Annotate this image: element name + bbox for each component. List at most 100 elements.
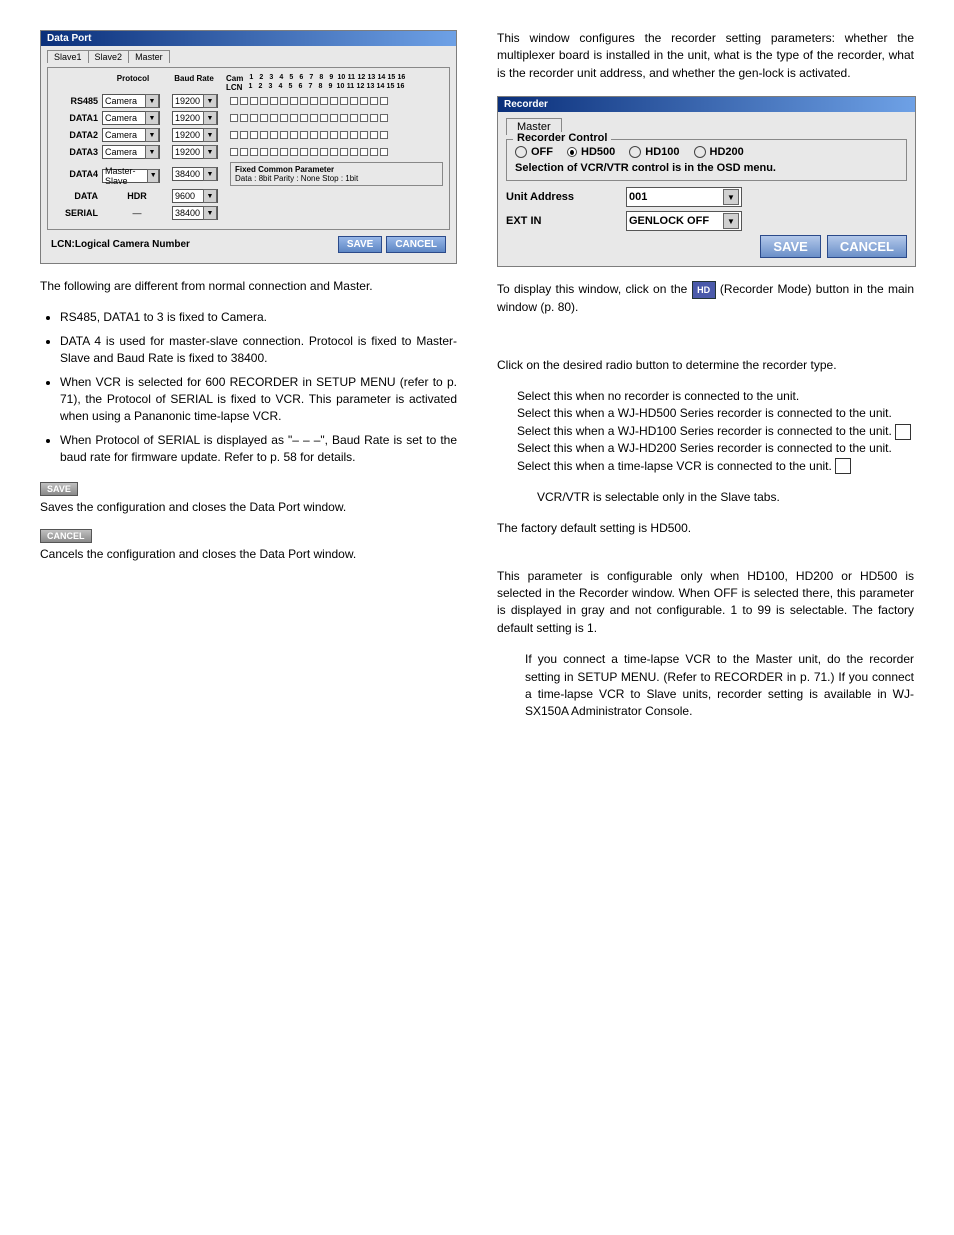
lcn-checkbox[interactable] xyxy=(370,148,378,156)
extin-value: GENLOCK OFF xyxy=(629,215,709,227)
lcn-checkbox[interactable] xyxy=(360,131,368,139)
lcn-checkbox[interactable] xyxy=(280,97,288,105)
lcn-checkbox[interactable] xyxy=(240,148,248,156)
unit-address-select[interactable]: 001 ▼ xyxy=(626,187,742,207)
lcn-checkbox[interactable] xyxy=(290,131,298,139)
lcn-checkbox[interactable] xyxy=(260,148,268,156)
protocol-select[interactable]: Camera▼ xyxy=(102,94,160,108)
lcn-checkbox[interactable] xyxy=(380,148,388,156)
lcn-checkbox[interactable] xyxy=(360,148,368,156)
lcn-checkbox[interactable] xyxy=(290,97,298,105)
lcn-checkbox[interactable] xyxy=(230,131,238,139)
lcn-checkbox[interactable] xyxy=(280,114,288,122)
lcn-checkbox[interactable] xyxy=(340,97,348,105)
recorder-cancel-button[interactable]: CANCEL xyxy=(827,235,907,258)
protocol-select[interactable]: Master-Slave▼ xyxy=(102,169,160,183)
unit-address-label: Unit Address xyxy=(506,191,626,203)
chevron-down-icon: ▼ xyxy=(145,94,159,108)
lcn-checkbox[interactable] xyxy=(360,114,368,122)
lcn-checkbox[interactable] xyxy=(300,148,308,156)
lcn-checkbox[interactable] xyxy=(260,131,268,139)
lcn-checkbox[interactable] xyxy=(320,114,328,122)
lcn-checkbox[interactable] xyxy=(330,97,338,105)
lcn-checkbox[interactable] xyxy=(250,114,258,122)
dp-save-button[interactable]: SAVE xyxy=(338,236,383,253)
lcn-checkbox[interactable] xyxy=(370,131,378,139)
lcn-checkbox[interactable] xyxy=(310,148,318,156)
lcn-checkbox[interactable] xyxy=(270,148,278,156)
lcn-checkbox[interactable] xyxy=(270,114,278,122)
lcn-checkbox[interactable] xyxy=(260,114,268,122)
lcn-checkbox[interactable] xyxy=(340,131,348,139)
lcn-checkbox[interactable] xyxy=(240,114,248,122)
baud-select[interactable]: 19200▼ xyxy=(172,145,218,159)
lcn-checkbox[interactable] xyxy=(330,114,338,122)
lcn-checkbox[interactable] xyxy=(330,148,338,156)
tab-slave2[interactable]: Slave2 xyxy=(89,50,130,63)
lcn-checkbox[interactable] xyxy=(360,97,368,105)
lcn-checkbox[interactable] xyxy=(300,131,308,139)
lcn-checkbox[interactable] xyxy=(290,114,298,122)
lcn-checkbox[interactable] xyxy=(350,131,358,139)
lcn-checkbox[interactable] xyxy=(370,114,378,122)
lcn-checkbox[interactable] xyxy=(310,131,318,139)
lcn-checkbox[interactable] xyxy=(300,114,308,122)
lcn-checkbox[interactable] xyxy=(320,131,328,139)
lcn-checkbox[interactable] xyxy=(270,131,278,139)
unit-address-value: 001 xyxy=(629,191,647,203)
tab-slave1[interactable]: Slave1 xyxy=(47,50,89,63)
lcn-checkbox[interactable] xyxy=(230,97,238,105)
lcn-checkbox[interactable] xyxy=(350,148,358,156)
baud-select[interactable]: 9600▼ xyxy=(172,189,218,203)
lcn-checkbox[interactable] xyxy=(230,114,238,122)
lcn-checkbox[interactable] xyxy=(240,131,248,139)
radio-icon xyxy=(567,147,577,157)
lcn-checkbox[interactable] xyxy=(320,97,328,105)
lcn-checkbox[interactable] xyxy=(250,148,258,156)
lcn-checkbox[interactable] xyxy=(350,97,358,105)
baud-select[interactable]: 19200▼ xyxy=(172,111,218,125)
baud-select[interactable]: 38400▼ xyxy=(172,206,218,220)
baud-select[interactable]: 38400▼ xyxy=(172,167,218,181)
lcn-checkbox[interactable] xyxy=(380,97,388,105)
extin-select[interactable]: GENLOCK OFF ▼ xyxy=(626,211,742,231)
lcn-checkbox[interactable] xyxy=(280,148,288,156)
lcn-checkbox[interactable] xyxy=(310,114,318,122)
unit-para: This parameter is configurable only when… xyxy=(497,568,914,638)
lcn-checkbox[interactable] xyxy=(380,131,388,139)
lcn-checkbox[interactable] xyxy=(240,97,248,105)
lcn-checkbox[interactable] xyxy=(370,97,378,105)
lcn-checkbox[interactable] xyxy=(280,131,288,139)
chevron-down-icon: ▼ xyxy=(203,145,217,159)
recorder-radio[interactable]: HD500 xyxy=(567,146,615,158)
lcn-checkbox[interactable] xyxy=(250,131,258,139)
bullet-item: When Protocol of SERIAL is displayed as … xyxy=(60,432,457,467)
protocol-select[interactable]: Camera▼ xyxy=(102,145,160,159)
lcn-checkbox[interactable] xyxy=(300,97,308,105)
recorder-radio[interactable]: HD100 xyxy=(629,146,679,158)
port-label: DATA4 xyxy=(54,169,102,179)
lcn-checkbox[interactable] xyxy=(270,97,278,105)
lcn-checkbox[interactable] xyxy=(380,114,388,122)
lcn-checkbox[interactable] xyxy=(250,97,258,105)
lcn-checkbox[interactable] xyxy=(260,97,268,105)
lcn-checkbox[interactable] xyxy=(290,148,298,156)
lcn-checkbox[interactable] xyxy=(340,114,348,122)
recorder-radio[interactable]: HD200 xyxy=(694,146,744,158)
protocol-select[interactable]: Camera▼ xyxy=(102,128,160,142)
baud-select[interactable]: 19200▼ xyxy=(172,94,218,108)
lcn-checkbox[interactable] xyxy=(340,148,348,156)
lcn-checkbox[interactable] xyxy=(350,114,358,122)
recorder-radio[interactable]: OFF xyxy=(515,146,553,158)
lcn-checkbox[interactable] xyxy=(320,148,328,156)
baud-select[interactable]: 19200▼ xyxy=(172,128,218,142)
tab-master[interactable]: Master xyxy=(129,50,170,63)
lcn-checkbox[interactable] xyxy=(230,148,238,156)
lcn-checkbox[interactable] xyxy=(310,97,318,105)
recorder-save-button[interactable]: SAVE xyxy=(760,235,820,258)
lcn-checkbox[interactable] xyxy=(330,131,338,139)
opt-hd200: Select this when a WJ-HD200 Series recor… xyxy=(517,440,914,457)
dp-cancel-button[interactable]: CANCEL xyxy=(386,236,446,253)
display-line-pre: To display this window, click on the xyxy=(497,282,692,296)
protocol-select[interactable]: Camera▼ xyxy=(102,111,160,125)
